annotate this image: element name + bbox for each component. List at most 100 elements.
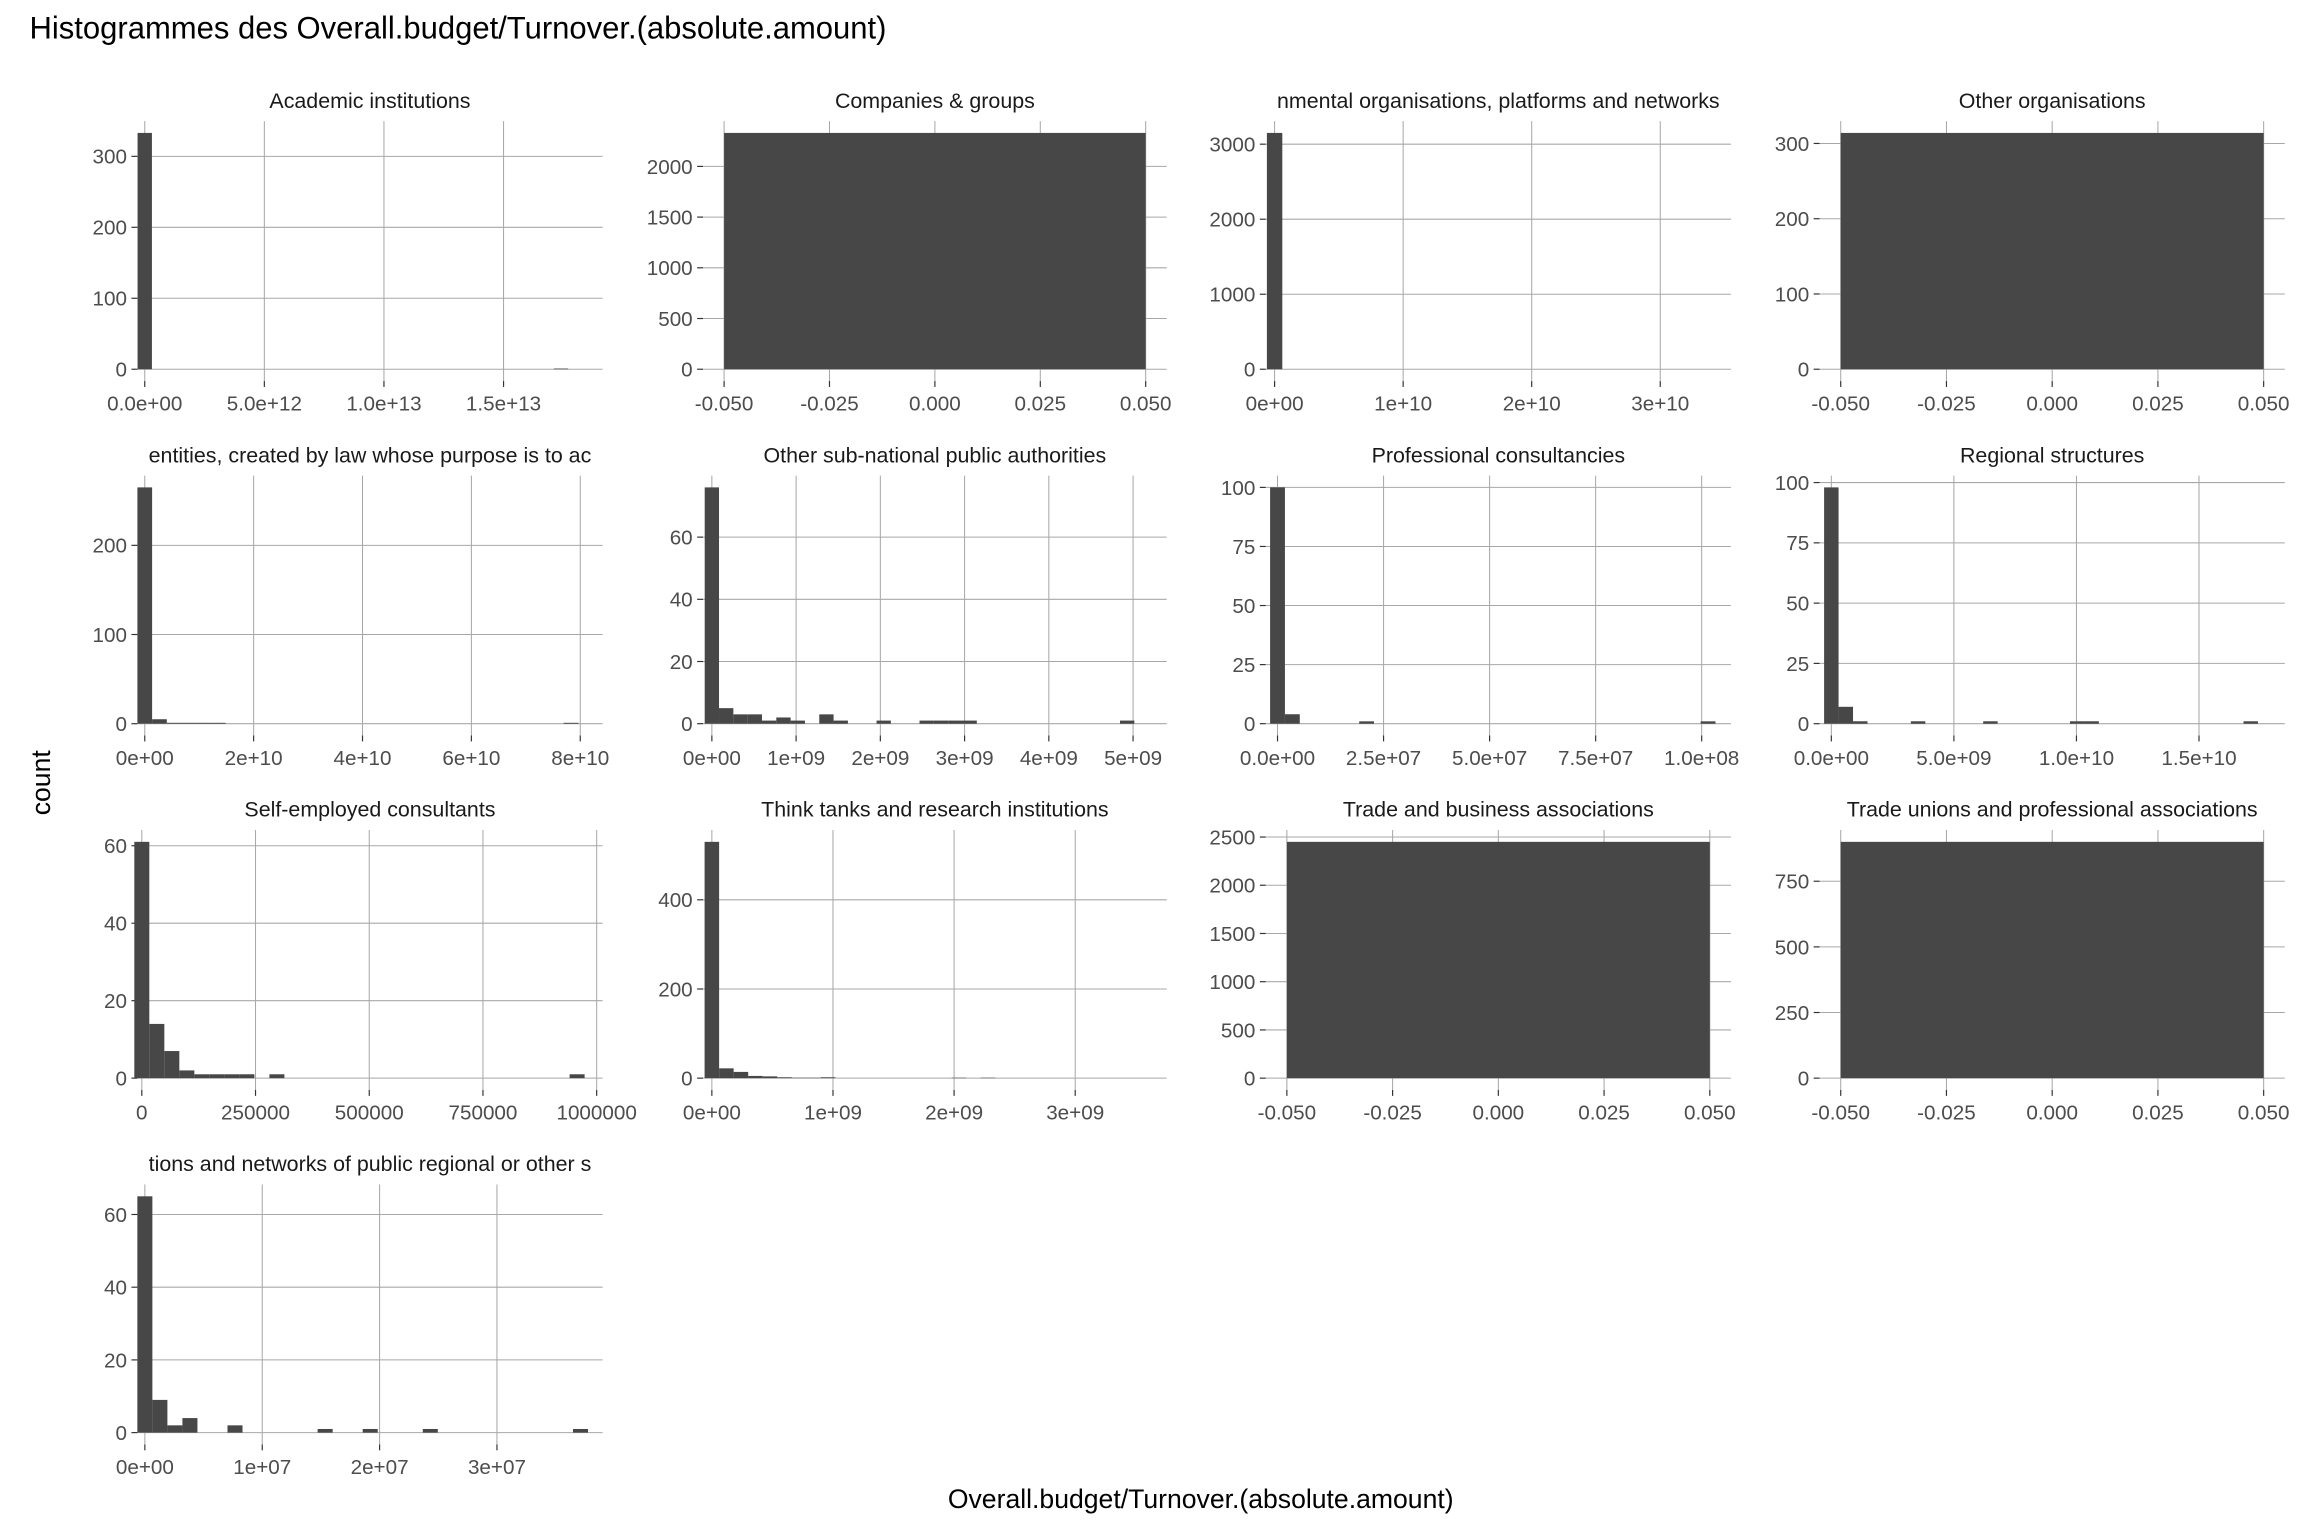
x-tick-label: 2e+10 xyxy=(225,747,283,770)
y-tick-label: 50 xyxy=(1232,595,1255,618)
bar xyxy=(1910,721,1926,724)
y-tick-label: 2000 xyxy=(647,156,693,179)
x-tick-label: -0.025 xyxy=(1363,1102,1422,1125)
panel-title: tions and networks of public regional or… xyxy=(149,1152,592,1176)
x-tick-label: 0.025 xyxy=(2132,393,2184,416)
y-tick-label: 500 xyxy=(1221,1019,1255,1042)
x-tick-label: 7.5e+07 xyxy=(1558,747,1633,770)
x-tick-label: 1e+09 xyxy=(767,747,825,770)
y-tick-label: 0 xyxy=(1798,1068,1810,1091)
x-tick-label: 1e+07 xyxy=(233,1456,291,1479)
y-tick-label: 0 xyxy=(681,359,693,382)
y-tick-label: 2000 xyxy=(1209,209,1255,232)
y-tick-label: 2500 xyxy=(1209,826,1255,849)
x-tick-label: -0.050 xyxy=(1811,393,1870,416)
x-tick-label: -0.025 xyxy=(1917,393,1976,416)
bar xyxy=(790,720,805,724)
y-tick-label: 100 xyxy=(93,624,127,647)
x-tick-label: 3e+10 xyxy=(1631,393,1689,416)
x-tick-label: 1e+10 xyxy=(1374,393,1432,416)
y-tick-label: 20 xyxy=(104,1349,127,1372)
panel-title: Regional structures xyxy=(1960,443,2144,467)
y-tick-label: 100 xyxy=(1775,472,1809,495)
bar xyxy=(317,1428,333,1433)
x-tick-label: 1.5e+13 xyxy=(466,393,541,416)
x-tick-label: 1.0e+13 xyxy=(346,393,421,416)
y-tick-label: 200 xyxy=(93,217,127,240)
x-tick-label: 6e+10 xyxy=(442,747,500,770)
bar xyxy=(948,720,963,724)
x-tick-label: 0e+00 xyxy=(116,1456,174,1479)
bar xyxy=(1983,721,1998,724)
bar xyxy=(1286,841,1710,1079)
x-tick-label: 3e+09 xyxy=(936,747,994,770)
y-tick-label: 1500 xyxy=(647,206,693,229)
y-tick-label: 100 xyxy=(1221,477,1255,500)
y-tick-label: 200 xyxy=(658,978,692,1001)
y-tick-label: 200 xyxy=(1775,208,1809,231)
bar xyxy=(422,1428,438,1433)
x-tick-label: 0.050 xyxy=(2238,393,2290,416)
y-axis-title: count xyxy=(26,750,56,816)
y-tick-label: 3000 xyxy=(1209,134,1255,157)
bar xyxy=(1270,487,1285,724)
y-tick-label: 20 xyxy=(104,990,127,1013)
y-tick-label: 25 xyxy=(1232,654,1255,677)
bar xyxy=(933,720,949,724)
bar xyxy=(1120,720,1135,724)
bar xyxy=(181,722,197,724)
bar xyxy=(733,714,748,724)
bar xyxy=(962,720,977,724)
bar xyxy=(2069,721,2085,724)
y-tick-label: 75 xyxy=(1786,532,1809,555)
bar xyxy=(179,1070,195,1079)
y-tick-label: 500 xyxy=(1775,936,1809,959)
panel-title: Trade unions and professional associatio… xyxy=(1847,798,2258,822)
bar xyxy=(1840,132,2264,370)
x-tick-label: 5.0e+07 xyxy=(1452,747,1527,770)
bar xyxy=(194,1074,210,1079)
x-tick-label: 500000 xyxy=(335,1102,404,1125)
bar xyxy=(1266,132,1283,370)
y-tick-label: 60 xyxy=(104,835,127,858)
y-tick-label: 0 xyxy=(1244,713,1256,736)
bar xyxy=(210,722,226,724)
y-tick-label: 20 xyxy=(670,651,693,674)
y-tick-label: 40 xyxy=(104,1277,127,1300)
bar xyxy=(833,720,848,724)
bar xyxy=(719,708,734,724)
x-tick-label: 2e+09 xyxy=(925,1102,983,1125)
bar xyxy=(748,1075,763,1079)
x-tick-label: 2e+09 xyxy=(851,747,909,770)
x-tick-label: 0.000 xyxy=(2026,393,2078,416)
bar xyxy=(747,714,762,724)
x-tick-label: 0e+00 xyxy=(683,747,741,770)
bar xyxy=(196,722,211,724)
y-tick-label: 40 xyxy=(104,913,127,936)
bar xyxy=(573,1428,589,1433)
panel-title: entities, created by law whose purpose i… xyxy=(149,443,592,467)
bar xyxy=(1840,841,2264,1079)
x-tick-label: 1000000 xyxy=(556,1102,636,1125)
x-tick-label: 0.025 xyxy=(1014,393,1066,416)
y-tick-label: 100 xyxy=(93,288,127,311)
x-tick-label: 2e+07 xyxy=(351,1456,409,1479)
bar xyxy=(137,487,153,724)
panel-title: Other organisations xyxy=(1959,89,2146,113)
y-tick-label: 50 xyxy=(1786,593,1809,616)
x-tick-label: -0.025 xyxy=(800,393,859,416)
panel-title: Self-employed consultants xyxy=(244,798,495,822)
x-tick-label: 1e+09 xyxy=(804,1102,862,1125)
y-tick-label: 25 xyxy=(1786,653,1809,676)
y-tick-label: 500 xyxy=(658,308,692,331)
x-tick-label: 5e+09 xyxy=(1104,747,1162,770)
x-tick-label: 3e+07 xyxy=(468,1456,526,1479)
y-tick-label: 60 xyxy=(670,527,693,550)
bar xyxy=(149,1023,165,1079)
y-tick-label: 0 xyxy=(1244,359,1256,382)
panel-title: Trade and business associations xyxy=(1343,798,1654,822)
x-tick-label: 4e+10 xyxy=(334,747,392,770)
bar xyxy=(137,1196,153,1433)
bar xyxy=(1838,706,1854,724)
x-tick-label: 0e+00 xyxy=(1246,393,1304,416)
